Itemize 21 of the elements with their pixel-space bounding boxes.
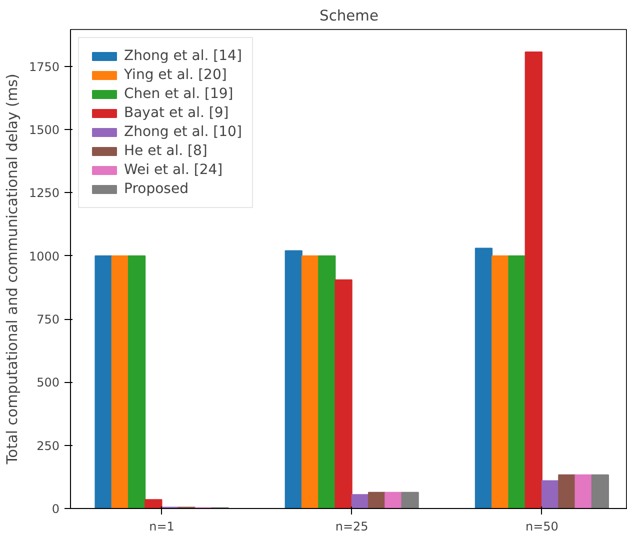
- legend-label: Zhong et al. [10]: [124, 124, 242, 140]
- x-tick-label: n=25: [335, 520, 368, 534]
- y-tick-label: 1000: [28, 249, 60, 264]
- y-tick-label: 500: [36, 376, 60, 390]
- legend-label: Chen et al. [19]: [124, 86, 234, 102]
- y-tick-label: 1250: [28, 186, 60, 200]
- y-tick-label: 750: [36, 312, 60, 327]
- y-tick-label: 0: [52, 502, 60, 516]
- legend-label: Proposed: [124, 181, 188, 197]
- legend-label: Zhong et al. [14]: [124, 48, 242, 64]
- x-tick-label: n=1: [149, 520, 174, 534]
- legend-label: He et al. [8]: [124, 143, 208, 159]
- x-tick-label: n=50: [525, 520, 558, 534]
- chart-title: Scheme: [320, 8, 378, 24]
- y-tick-label: 250: [36, 438, 60, 453]
- y-tick-label: 1750: [28, 60, 60, 74]
- y-tick-label: 1500: [28, 123, 60, 138]
- y-axis-title: Total computational and communicational delay (ms): [4, 74, 21, 466]
- legend-label: Ying et al. [20]: [124, 67, 227, 83]
- legend-label: Wei et al. [24]: [124, 162, 223, 178]
- legend-label: Bayat et al. [9]: [124, 105, 229, 121]
